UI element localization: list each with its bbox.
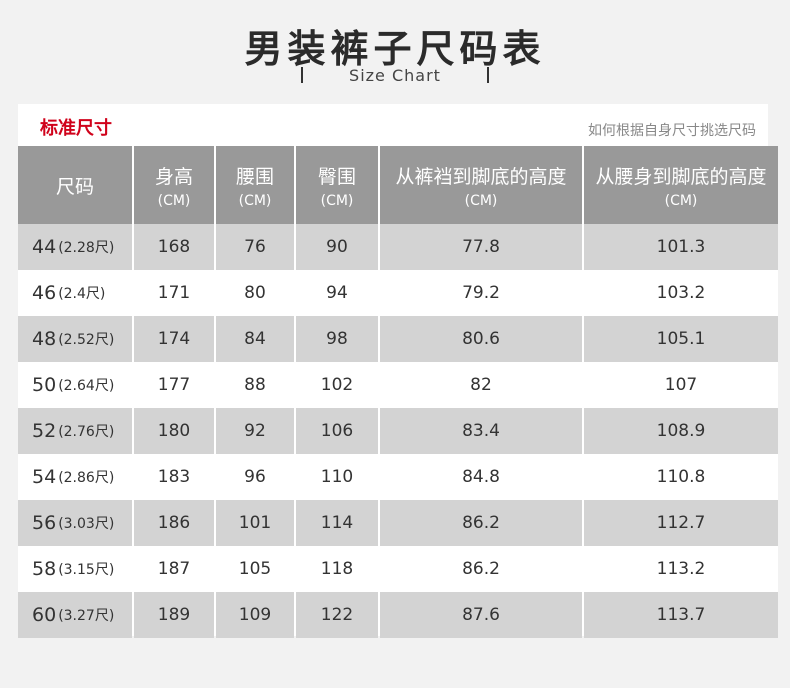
table-cell-hip: 110 [296,454,378,500]
table-cell-hip: 106 [296,408,378,454]
table-cell-waist: 109 [216,592,294,638]
table-cell-size: 44 (2.28尺) [18,224,132,270]
table-cell-crotch-to-foot: 77.8 [380,224,582,270]
table-cell-height: 177 [134,362,214,408]
column-header-label: 腰围 [235,165,274,188]
column-header-label: 尺码 [55,175,94,198]
table-cell-size: 58 (3.15尺) [18,546,132,592]
table-cell-crotch-to-foot: 86.2 [380,500,582,546]
page-title: 男装裤子尺码表 [244,27,546,71]
table-cell-waist: 84 [216,316,294,362]
size-chi: (3.27尺) [58,608,115,624]
table-cell-size: 54 (2.86尺) [18,454,132,500]
table-cell-waist-to-foot: 108.9 [584,408,778,454]
table-cell-height: 168 [134,224,214,270]
table-cell-waist: 76 [216,224,294,270]
size-chi: (2.52尺) [58,332,115,348]
table-cell-crotch-to-foot: 87.6 [380,592,582,638]
size-table: 尺码 身高 (CM) 腰围 (CM) 臀围 (CM) 从裤裆到脚底的高度 (CM) 从腰身到脚底的… [18,146,778,638]
table-cell-height: 189 [134,592,214,638]
table-cell-height: 183 [134,454,214,500]
table-cell-crotch-to-foot: 79.2 [380,270,582,316]
size-chi: (2.4尺) [58,286,106,302]
size-number: 56 [32,512,57,534]
size-chi: (2.64尺) [58,378,115,394]
size-chi: (2.28尺) [58,240,115,256]
column-header-unit: (CM) [157,192,191,209]
column-header-height: 身高 (CM) [134,146,214,224]
divider-bar-left [301,67,304,83]
column-header-hip: 臀围 (CM) [296,146,378,224]
subtitle-row: Size Chart [0,64,790,86]
table-cell-waist: 92 [216,408,294,454]
size-chi: (3.15尺) [58,562,115,578]
size-number: 44 [32,236,57,258]
table-cell-waist: 96 [216,454,294,500]
table-cell-height: 187 [134,546,214,592]
size-chi: (2.76尺) [58,424,115,440]
table-cell-crotch-to-foot: 82 [380,362,582,408]
table-cell-waist-to-foot: 110.8 [584,454,778,500]
table-cell-waist-to-foot: 112.7 [584,500,778,546]
table-cell-hip: 90 [296,224,378,270]
table-cell-crotch-to-foot: 80.6 [380,316,582,362]
column-header-label: 臀围 [317,165,356,188]
table-cell-waist-to-foot: 113.7 [584,592,778,638]
table-cell-hip: 98 [296,316,378,362]
table-cell-hip: 114 [296,500,378,546]
table-cell-size: 46 (2.4尺) [18,270,132,316]
table-cell-height: 186 [134,500,214,546]
table-cell-height: 171 [134,270,214,316]
table-cell-hip: 122 [296,592,378,638]
table-cell-size: 50 (2.64尺) [18,362,132,408]
column-header-unit: (CM) [464,192,498,209]
size-chi: (3.03尺) [58,516,115,532]
table-cell-waist-to-foot: 105.1 [584,316,778,362]
size-chi: (2.86尺) [58,470,115,486]
table-cell-height: 180 [134,408,214,454]
size-number: 60 [32,604,57,626]
size-number: 54 [32,466,57,488]
section-title: 标准尺寸 [40,118,112,139]
table-cell-crotch-to-foot: 86.2 [380,546,582,592]
table-cell-hip: 94 [296,270,378,316]
size-guide-link[interactable]: 如何根据自身尺寸挑选尺码 [588,123,756,139]
table-cell-size: 48 (2.52尺) [18,316,132,362]
size-number: 46 [32,282,57,304]
table-cell-size: 56 (3.03尺) [18,500,132,546]
column-header-label: 身高 [154,165,193,188]
table-cell-size: 60 (3.27尺) [18,592,132,638]
column-header-label: 从腰身到脚底的高度 [595,165,767,188]
table-cell-crotch-to-foot: 83.4 [380,408,582,454]
column-header-label: 从裤裆到脚底的高度 [395,165,567,188]
table-cell-waist-to-foot: 103.2 [584,270,778,316]
size-number: 52 [32,420,57,442]
column-header-waist: 腰围 (CM) [216,146,294,224]
size-chart-panel: 标准尺寸 如何根据自身尺寸挑选尺码 尺码 身高 (CM) 腰围 (CM) 臀围 (CM) 从裤… [18,104,778,638]
table-cell-crotch-to-foot: 84.8 [380,454,582,500]
table-cell-hip: 102 [296,362,378,408]
table-cell-waist: 101 [216,500,294,546]
table-cell-hip: 118 [296,546,378,592]
table-cell-waist-to-foot: 113.2 [584,546,778,592]
subtitle: Size Chart [349,65,441,85]
table-cell-waist: 88 [216,362,294,408]
size-number: 48 [32,328,57,350]
table-cell-height: 174 [134,316,214,362]
column-header-size: 尺码 [18,146,132,224]
divider-bar-right [486,67,489,83]
size-number: 50 [32,374,57,396]
column-header-unit: (CM) [664,192,698,209]
column-header-unit: (CM) [238,192,272,209]
column-header-crotch-to-foot: 从裤裆到脚底的高度 (CM) [380,146,582,224]
table-cell-waist: 80 [216,270,294,316]
size-number: 58 [32,558,57,580]
table-cell-waist-to-foot: 107 [584,362,778,408]
table-cell-waist: 105 [216,546,294,592]
table-cell-size: 52 (2.76尺) [18,408,132,454]
column-header-waist-to-foot: 从腰身到脚底的高度 (CM) [584,146,778,224]
column-header-unit: (CM) [320,192,354,209]
table-cell-waist-to-foot: 101.3 [584,224,778,270]
